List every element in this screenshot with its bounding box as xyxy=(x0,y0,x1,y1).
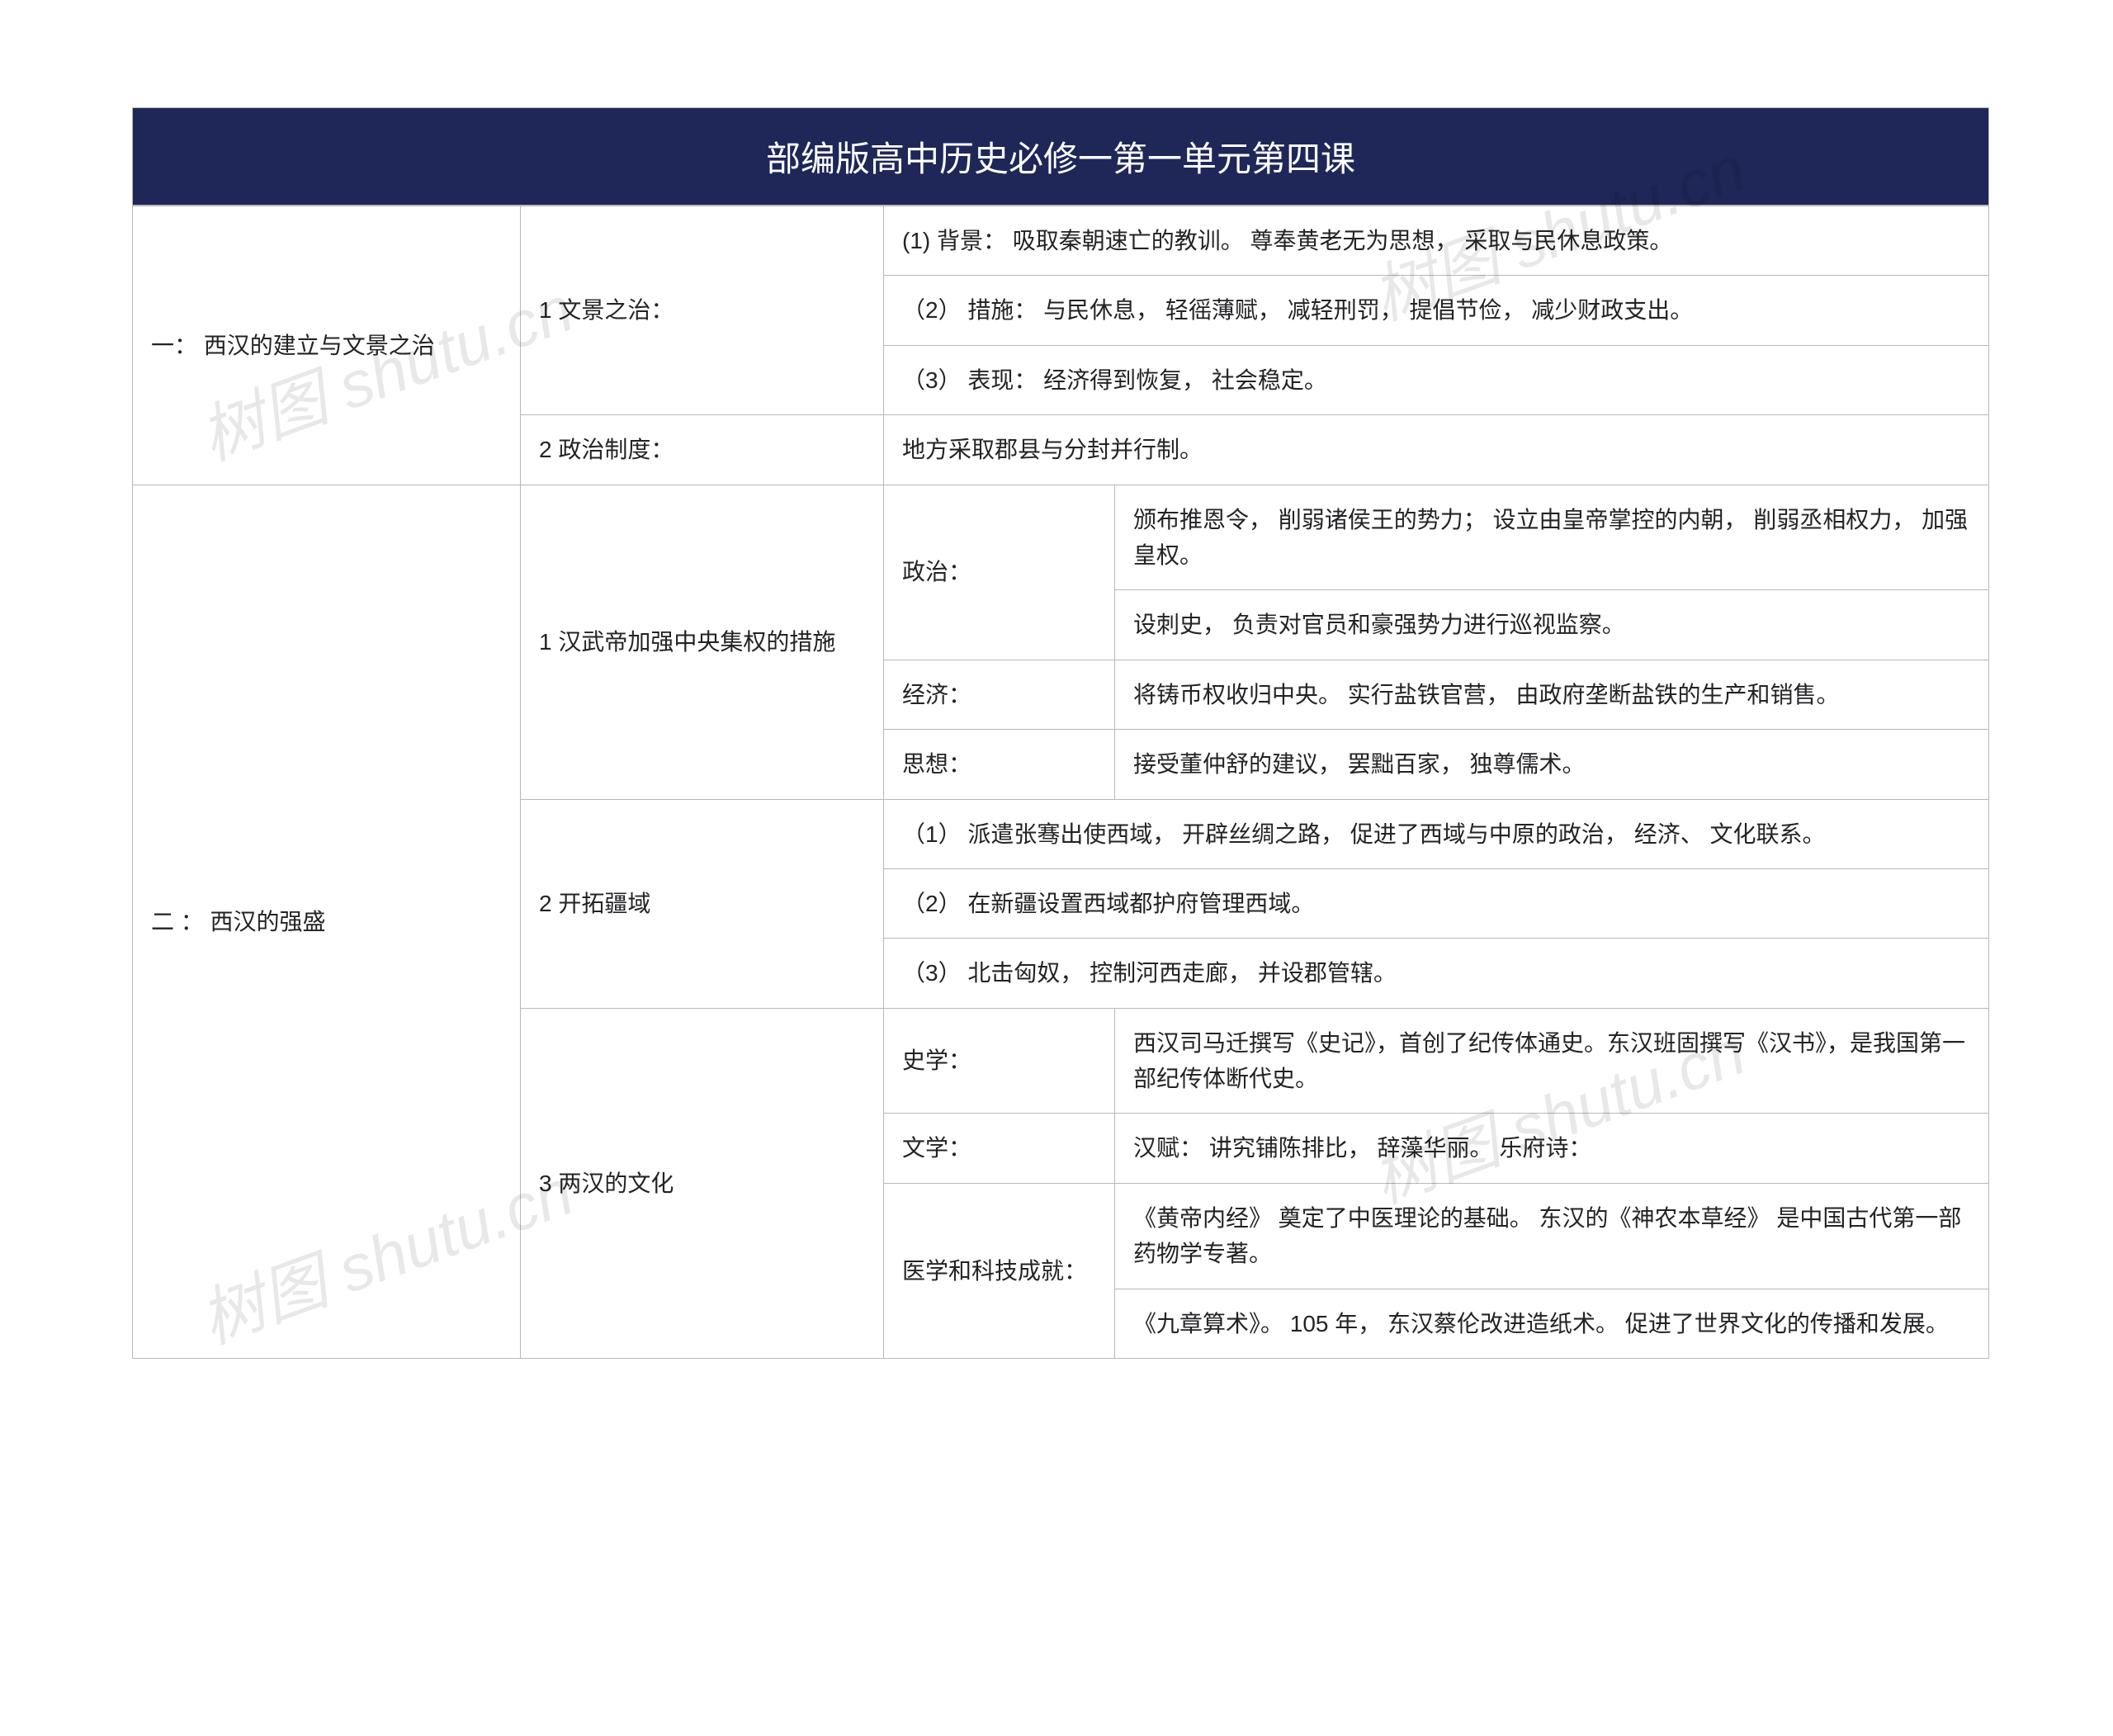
economy-label: 经济： xyxy=(884,660,1115,729)
cell-text: 接受董仲舒的建议， 罢黜百家， 独尊儒术。 xyxy=(1115,730,1989,799)
cell-text: 西汉司马迁撰写《史记》，首创了纪传体通史。东汉班固撰写《汉书》，是我国第一部纪传… xyxy=(1115,1008,1989,1114)
table-row: 二 ： 西汉的强盛 1 汉武帝加强中央集权的措施 政治： 颁布推恩令， 削弱诸侯… xyxy=(133,485,1989,590)
medtech-label: 医学和科技成就： xyxy=(884,1183,1115,1358)
thought-label: 思想： xyxy=(884,730,1115,799)
section-1-item-1-label: 1 文景之治： xyxy=(521,206,884,415)
section-2-item-2-label: 2 开拓疆域 xyxy=(521,799,884,1008)
cell-text: （3） 北击匈奴， 控制河西走廊， 并设郡管辖。 xyxy=(884,939,1989,1008)
cell-text: （3） 表现： 经济得到恢复， 社会稳定。 xyxy=(884,345,1989,414)
cell-text: 设刺史， 负责对官员和豪强势力进行巡视监察。 xyxy=(1115,590,1989,660)
section-1-item-2-label: 2 政治制度： xyxy=(521,415,884,485)
section-2-item-1-label: 1 汉武帝加强中央集权的措施 xyxy=(521,485,884,799)
cell-text: （1） 派遣张骞出使西域， 开辟丝绸之路， 促进了西域与中原的政治， 经济、 文… xyxy=(884,799,1989,868)
cell-text: 汉赋： 讲究铺陈排比， 辞藻华丽。 乐府诗： xyxy=(1115,1114,1989,1183)
outline-canvas: 部编版高中历史必修一第一单元第四课 一： 西汉的建立与文景之治 1 文景之治： … xyxy=(132,107,1989,1359)
section-1-label: 一： 西汉的建立与文景之治 xyxy=(133,206,521,485)
title-header: 部编版高中历史必修一第一单元第四课 xyxy=(132,107,1989,206)
cell-text: 将铸币权收归中央。 实行盐铁官营， 由政府垄断盐铁的生产和销售。 xyxy=(1115,660,1989,729)
table-row: 一： 西汉的建立与文景之治 1 文景之治： (1) 背景： 吸取秦朝速亡的教训。… xyxy=(133,206,1989,276)
politics-label: 政治： xyxy=(884,485,1115,660)
section-2-item-3-label: 3 两汉的文化 xyxy=(521,1008,884,1358)
cell-text: （2） 措施： 与民休息， 轻徭薄赋， 减轻刑罚， 提倡节俭， 减少财政支出。 xyxy=(884,276,1989,345)
cell-text: （2） 在新疆设置西域都护府管理西域。 xyxy=(884,868,1989,938)
outline-table: 一： 西汉的建立与文景之治 1 文景之治： (1) 背景： 吸取秦朝速亡的教训。… xyxy=(132,206,1989,1359)
cell-text: 《黄帝内经》 奠定了中医理论的基础。 东汉的《神农本草经》 是中国古代第一部药物… xyxy=(1115,1183,1989,1289)
cell-text: 地方采取郡县与分封并行制。 xyxy=(884,415,1989,485)
literature-label: 文学： xyxy=(884,1114,1115,1183)
history-label: 史学： xyxy=(884,1008,1115,1114)
cell-text: 《九章算术》。 105 年， 东汉蔡伦改进造纸术。 促进了世界文化的传播和发展。 xyxy=(1115,1289,1989,1358)
section-2-label: 二 ： 西汉的强盛 xyxy=(133,485,521,1358)
cell-text: 颁布推恩令， 削弱诸侯王的势力； 设立由皇帝掌控的内朝， 削弱丞相权力， 加强皇… xyxy=(1115,485,1989,590)
cell-text: (1) 背景： 吸取秦朝速亡的教训。 尊奉黄老无为思想， 采取与民休息政策。 xyxy=(884,206,1989,276)
